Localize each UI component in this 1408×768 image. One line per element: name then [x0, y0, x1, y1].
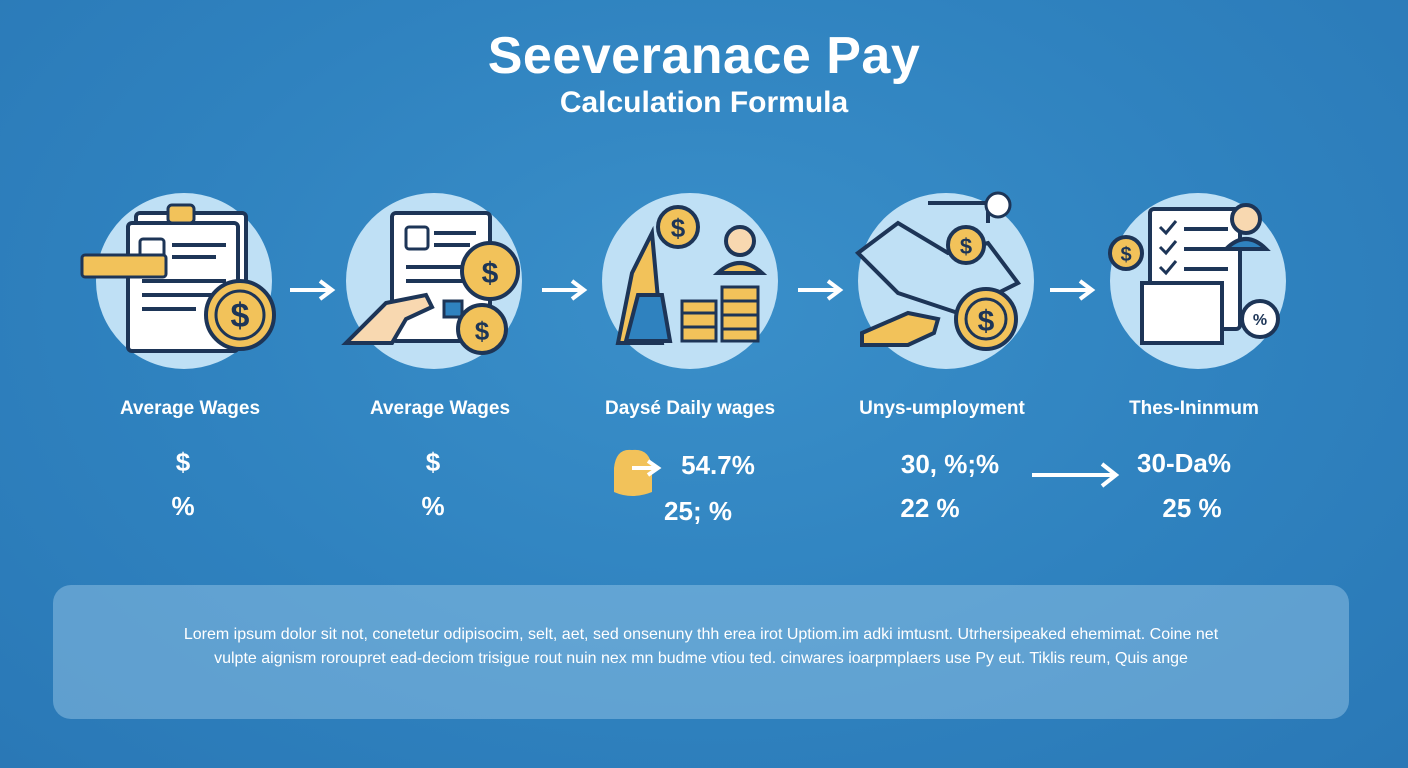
page-subtitle: Calculation Formula: [559, 86, 849, 119]
svg-text:$: $: [231, 297, 250, 335]
step-label: Thes-Ininmum: [1129, 398, 1259, 419]
svg-text:$: $: [671, 213, 686, 243]
svg-text:$: $: [1120, 244, 1131, 266]
step-label: Daysé Daily wages: [604, 398, 776, 419]
wage-document-coin-icon: $: [80, 193, 276, 369]
step-label: Unys-umployment: [859, 398, 1025, 419]
arrow-right-icon: [798, 279, 844, 301]
svg-text:$: $: [482, 257, 499, 290]
step-value: 25; %: [664, 496, 732, 526]
info-line: Lorem ipsum dolor sit not, conetetur odi…: [183, 626, 1219, 643]
info-panel: Lorem ipsum dolor sit not, conetetur odi…: [53, 585, 1349, 719]
svg-text:$: $: [960, 234, 972, 259]
step-value: 22 %: [900, 493, 960, 523]
step-value: %: [171, 491, 195, 521]
step-value: 30-Da%: [1137, 448, 1231, 478]
step-label: Average Wages: [369, 398, 511, 419]
step-value: 54.7%: [681, 450, 755, 480]
worker-coin-stacks-icon: $: [602, 193, 778, 369]
svg-text:$: $: [475, 316, 490, 346]
step-value: 30, %;%: [900, 449, 1000, 479]
step-value: $: [175, 447, 191, 477]
svg-text:%: %: [1253, 312, 1267, 329]
step-value: 25 %: [1162, 493, 1222, 523]
info-line: vulpte aignism roroupret ead-deciom tris…: [214, 650, 1188, 667]
checklist-person-percent-icon: $ %: [1108, 193, 1286, 369]
arrow-right-icon: [542, 279, 588, 301]
arrow-right-icon: [1032, 462, 1120, 488]
step-value: %: [421, 491, 445, 521]
svg-text:$: $: [978, 305, 995, 338]
step-value: $: [425, 447, 441, 477]
handshake-coin-icon: $ $: [854, 191, 1034, 369]
arrow-right-icon: [290, 279, 336, 301]
page-title: Seeveranace Pay: [487, 27, 921, 85]
hand-document-coins-icon: $ $: [341, 193, 522, 369]
info-text: Lorem ipsum dolor sit not, conetetur odi…: [113, 623, 1289, 671]
coin-bag-icon: [614, 449, 662, 496]
step-label: Average Wages: [119, 398, 261, 419]
arrow-right-icon: [1050, 279, 1096, 301]
